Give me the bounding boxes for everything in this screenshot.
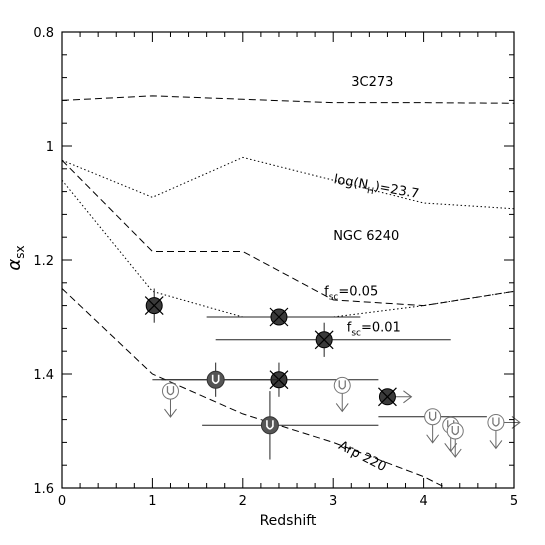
down-arrow-head <box>426 434 440 444</box>
point-u-open <box>378 408 487 444</box>
marker-cross <box>314 330 334 350</box>
curve-ngc6240 <box>62 159 514 307</box>
point-x-circle <box>378 387 413 407</box>
y-tick-label: 1.2 <box>33 254 54 269</box>
marker-cross <box>269 307 289 327</box>
point-u-open <box>487 413 521 450</box>
marker-u-glyph <box>266 420 274 430</box>
svg-text:αsx: αsx <box>4 245 27 270</box>
down-arrow-head <box>335 403 349 413</box>
marker-u-glyph <box>451 426 459 436</box>
curve-nh <box>62 156 514 210</box>
curve-label-fsc001: fsc=0.01 <box>347 320 401 338</box>
marker-cross <box>144 296 164 316</box>
curve-3c273 <box>62 95 514 104</box>
curve-label-3c273: 3C273 <box>351 75 393 90</box>
curve-label-nh: log(NH)=23.7 <box>332 172 420 205</box>
marker-u-glyph <box>211 374 220 384</box>
x-tick-label: 1 <box>148 494 156 509</box>
marker-u-open <box>333 376 351 394</box>
data-points <box>144 288 521 460</box>
y-axis-title: αsx <box>4 245 27 270</box>
point-x-circle <box>206 307 361 327</box>
marker-u-glyph <box>492 417 500 427</box>
y-axis-title-subscript: sx <box>13 245 27 258</box>
marker-u-open <box>424 408 442 426</box>
marker-u-glyph <box>338 380 346 390</box>
y-axis-title-symbol: α <box>4 259 25 271</box>
marker-u-open <box>487 413 505 431</box>
marker-u-glyph <box>428 411 437 421</box>
y-tick-label: 1.4 <box>33 368 54 383</box>
model-curves <box>62 95 514 488</box>
x-tick-label: 0 <box>58 494 66 509</box>
marker-cross <box>378 387 397 407</box>
point-u-open <box>446 422 464 458</box>
x-tick-label: 2 <box>239 494 247 509</box>
y-tick-label: 1.6 <box>33 482 54 497</box>
point-u-filled <box>202 391 379 460</box>
point-u-open <box>161 382 179 418</box>
curve-fsc005 <box>62 179 514 318</box>
down-arrow-head <box>164 408 177 418</box>
curve-arp220 <box>62 288 448 488</box>
curve-labels: 3C273 log(NH)=23.7 NGC 6240 fsc=0.05 fsc=0.0… <box>324 75 420 475</box>
point-u-filled <box>152 362 279 397</box>
x-tick-label: 3 <box>329 494 337 509</box>
x-tick-label: 4 <box>419 494 427 509</box>
marker-u-filled <box>206 370 225 389</box>
point-u-open <box>333 376 351 413</box>
y-tick-label: 1 <box>46 140 54 155</box>
marker-u-open <box>161 382 179 400</box>
point-x-circle <box>215 322 451 357</box>
y-tick-label: 0.8 <box>33 26 54 41</box>
right-arrow-head <box>403 390 413 404</box>
down-arrow-head <box>448 448 462 458</box>
x-tick-label: 5 <box>510 494 518 509</box>
curve-label-ngc6240: NGC 6240 <box>333 229 399 244</box>
marker-u-open <box>446 422 464 440</box>
marker-u-glyph <box>166 386 175 396</box>
point-x-circle <box>144 288 164 323</box>
x-axis-title: Redshift <box>260 513 317 529</box>
marker-u-filled <box>260 416 279 435</box>
axis-ticks: 0 1 2 3 4 5 0.8 1 1.2 1.4 1.6 <box>33 26 518 509</box>
down-arrow-head <box>489 440 503 450</box>
curve-label-arp220: Arp 220 <box>336 438 389 475</box>
curve-label-fsc005: fsc=0.05 <box>324 284 378 302</box>
